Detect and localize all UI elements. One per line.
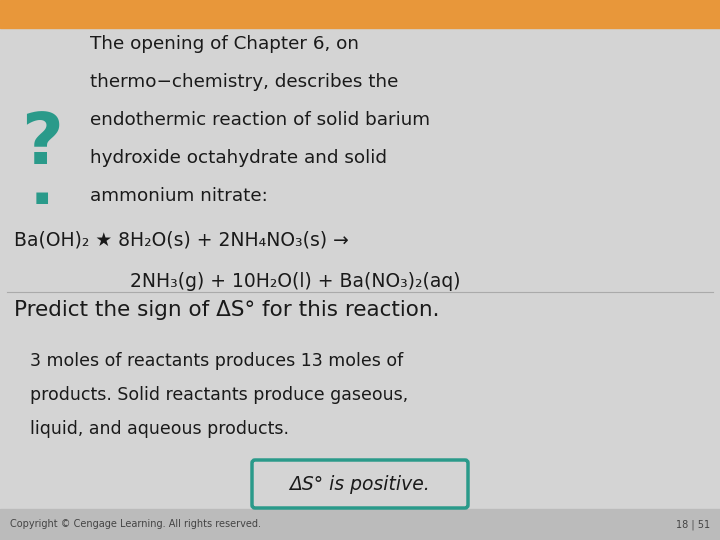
Text: Copyright © Cengage Learning. All rights reserved.: Copyright © Cengage Learning. All rights… [10,519,261,529]
Text: 2NH₃(g) + 10H₂O(l) + Ba(NO₃)₂(aq): 2NH₃(g) + 10H₂O(l) + Ba(NO₃)₂(aq) [130,272,461,291]
Text: endothermic reaction of solid barium: endothermic reaction of solid barium [90,111,430,129]
Text: Ba(OH)₂ ★ 8H₂O(s) + 2NH₄NO₃(s) →: Ba(OH)₂ ★ 8H₂O(s) + 2NH₄NO₃(s) → [14,230,349,249]
FancyBboxPatch shape [252,460,468,508]
Text: Predict the sign of ΔS° for this reaction.: Predict the sign of ΔS° for this reactio… [14,300,439,320]
Text: products. Solid reactants produce gaseous,: products. Solid reactants produce gaseou… [30,386,408,404]
Text: ammonium nitrate:: ammonium nitrate: [90,187,268,205]
Text: ?: ? [21,110,63,179]
Bar [0,0,720,28]
Text: hydroxide octahydrate and solid: hydroxide octahydrate and solid [90,149,387,167]
Text: liquid, and aqueous products.: liquid, and aqueous products. [30,420,289,438]
Text: 3 moles of reactants produces 13 moles of: 3 moles of reactants produces 13 moles o… [30,352,403,370]
Text: thermo−chemistry, describes the: thermo−chemistry, describes the [90,73,398,91]
Bar [0,509,720,540]
Text: 18 | 51: 18 | 51 [676,519,710,530]
Text: The opening of Chapter 6, on: The opening of Chapter 6, on [90,35,359,53]
Text: ■: ■ [35,190,49,205]
Text: ΔS° is positive.: ΔS° is positive. [289,475,431,494]
